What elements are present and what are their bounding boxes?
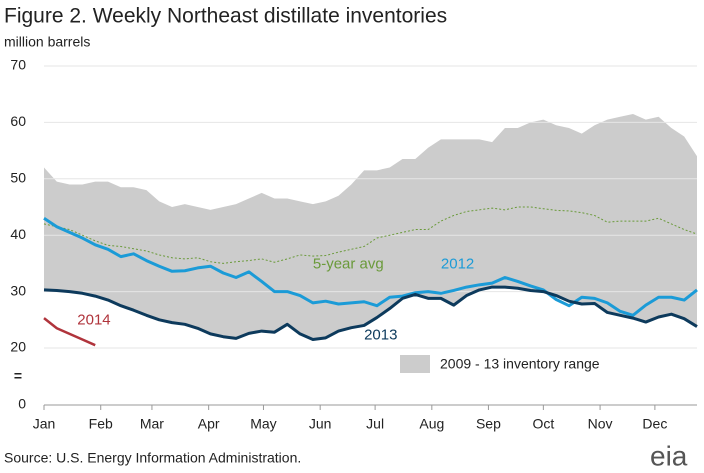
- y-tick-label: 20: [10, 339, 26, 355]
- series-label: 2013: [364, 327, 397, 344]
- series-label: 2012: [441, 255, 474, 272]
- x-tick-label: May: [250, 416, 276, 432]
- y-tick-label: 70: [10, 57, 26, 73]
- chart-title: Figure 2. Weekly Northeast distillate in…: [4, 5, 447, 28]
- series-line: [43, 206, 698, 264]
- y-tick-label: 0: [18, 396, 26, 412]
- x-tick-label: Jan: [33, 416, 56, 432]
- x-tick-label: Aug: [419, 416, 444, 432]
- y-tick-label: 40: [10, 226, 26, 242]
- series-line: [43, 285, 698, 342]
- series-label: 5-year avg: [313, 255, 384, 272]
- y-tick-label: 60: [10, 113, 26, 129]
- x-tick-label: Sep: [476, 416, 501, 432]
- x-tick-label: Jul: [366, 416, 384, 432]
- chart-subtitle: million barrels: [4, 34, 90, 50]
- x-tick-label: Dec: [642, 416, 667, 432]
- x-tick-label: Jun: [309, 416, 332, 432]
- x-tick-label: Nov: [588, 416, 613, 432]
- y-tick-label: 50: [10, 170, 26, 186]
- x-tick-label: Oct: [532, 416, 554, 432]
- axis-break: =: [14, 368, 22, 384]
- legend-swatch: [400, 355, 430, 373]
- source-note: Source: U.S. Energy Information Administ…: [4, 450, 301, 466]
- series-line: [43, 217, 698, 317]
- y-tick-label: 30: [10, 282, 26, 298]
- x-tick-label: Apr: [198, 416, 220, 432]
- x-tick-label: Mar: [140, 416, 164, 432]
- legend-label: 2009 - 13 inventory range: [440, 356, 600, 372]
- x-tick-label: Feb: [89, 416, 113, 432]
- range-area: [44, 113, 697, 340]
- logo: eia: [650, 440, 688, 471]
- series-label: 2014: [77, 311, 110, 328]
- series-line: [43, 317, 96, 347]
